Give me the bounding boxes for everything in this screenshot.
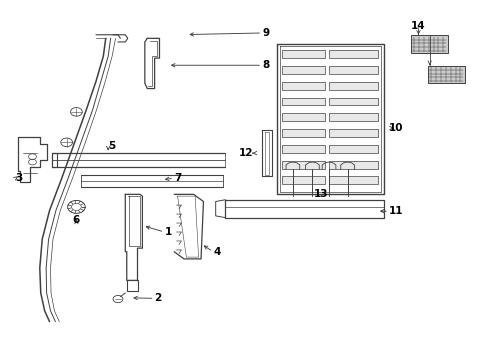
Text: 10: 10 <box>389 123 404 133</box>
Bar <box>282 129 325 137</box>
Bar <box>329 129 378 137</box>
Text: 3: 3 <box>15 173 23 183</box>
Text: 5: 5 <box>108 141 116 151</box>
Bar <box>329 50 378 58</box>
Bar <box>282 82 325 90</box>
Bar <box>282 145 325 153</box>
Bar <box>411 36 448 53</box>
Bar <box>282 161 325 168</box>
Text: 14: 14 <box>411 21 426 31</box>
Text: 6: 6 <box>73 215 80 225</box>
Bar <box>329 66 378 74</box>
Text: 4: 4 <box>213 247 220 257</box>
Bar <box>329 113 378 121</box>
Text: 1: 1 <box>164 227 171 237</box>
Bar <box>329 145 378 153</box>
Bar <box>329 176 378 184</box>
Text: 2: 2 <box>155 293 162 303</box>
Bar <box>282 176 325 184</box>
Text: 8: 8 <box>262 60 270 70</box>
Bar <box>329 82 378 90</box>
Bar <box>282 50 325 58</box>
Text: 11: 11 <box>389 206 404 216</box>
Text: 9: 9 <box>262 28 269 38</box>
Bar <box>329 161 378 168</box>
Text: 12: 12 <box>238 148 253 158</box>
Bar <box>282 66 325 74</box>
Bar <box>282 113 325 121</box>
Bar <box>329 98 378 105</box>
Text: 13: 13 <box>314 189 328 199</box>
Bar <box>282 98 325 105</box>
Bar <box>428 66 465 83</box>
Text: 7: 7 <box>174 173 181 183</box>
